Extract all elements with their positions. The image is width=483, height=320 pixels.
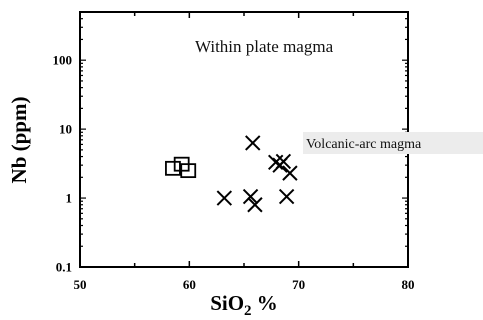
axis-ticks [79, 11, 409, 268]
x-stroke [247, 197, 263, 213]
x-data-point [275, 153, 292, 170]
x-stroke [278, 188, 295, 205]
x-stroke [275, 153, 292, 170]
x-stroke [245, 135, 261, 151]
x-data-point [245, 135, 261, 151]
annotation-within-plate: Within plate magma [195, 37, 334, 56]
y-axis-title: Nb (ppm) [7, 97, 31, 184]
x-data-point [282, 165, 298, 181]
x-axis-title: SiO2 % [210, 291, 278, 319]
annotation-volcanic-arc: Volcanic-arc magma [306, 137, 422, 152]
x-tick-label: 70 [292, 277, 305, 292]
x-data-point [278, 188, 295, 205]
x-data-point [216, 190, 233, 206]
x-data-point [242, 188, 259, 205]
annotation-volcanic-arc-background [303, 132, 483, 154]
x-data-point [247, 197, 263, 213]
y-tick-label: 100 [53, 53, 73, 68]
x-tick-label: 50 [74, 277, 87, 292]
square-data-point [165, 160, 181, 176]
x-stroke [282, 165, 298, 181]
y-tick-label: 1 [66, 191, 73, 206]
tick-labels: 50 60 70 80 0.1 1 10 100 [53, 53, 415, 292]
y-tick-label: 0.1 [56, 260, 72, 275]
x-stroke [216, 190, 233, 206]
x-tick-label: 60 [183, 277, 196, 292]
x-tick-label: 80 [402, 277, 415, 292]
data-points [165, 135, 298, 213]
x-stroke [242, 188, 259, 205]
y-tick-label: 10 [59, 122, 72, 137]
square-data-point [180, 163, 197, 179]
